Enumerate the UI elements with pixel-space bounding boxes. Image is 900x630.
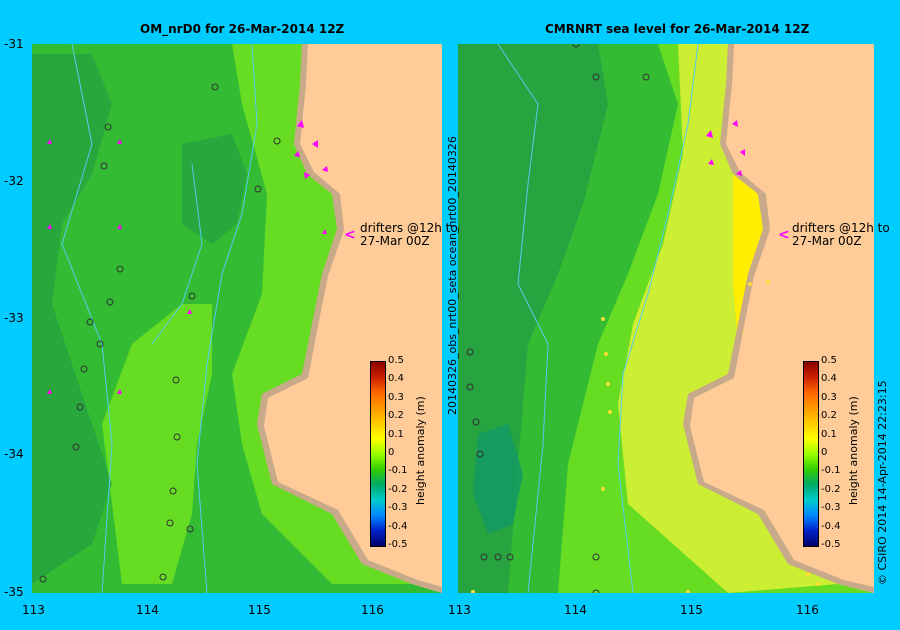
colorbar-tick-label: -0.1 <box>388 465 408 477</box>
x-tick-label: 114 <box>564 603 587 617</box>
colorbar-tick-label: 0.5 <box>388 355 404 366</box>
colorbar-tick-label: -0.3 <box>388 502 408 514</box>
bathymetry-line <box>497 44 549 593</box>
colorbar-tick-label: 0.3 <box>388 391 404 403</box>
colorbar-tick-label: 0.3 <box>821 391 837 403</box>
left-colorbar-title: height anomaly (m) <box>414 396 427 505</box>
right-panel-title: CMRNRT sea level for 26-Mar-2014 12Z <box>545 22 810 36</box>
x-tick-label: 116 <box>796 603 819 617</box>
right-drifters-note: drifters @12h to 27-Mar 00Z <box>792 221 890 248</box>
colorbar-tick-label: -0.3 <box>821 502 841 514</box>
colorbar-tick-label: -0.2 <box>388 483 408 495</box>
drifter-markers <box>47 120 328 394</box>
bathymetry-line <box>617 44 699 593</box>
x-tick-label: 113 <box>448 603 471 617</box>
colorbar-tick-label: -0.4 <box>821 520 841 532</box>
y-tick-label: -34 <box>4 447 24 461</box>
colorbar-tick-label: 0 <box>388 447 395 458</box>
right-colorbar-title: height anomaly (m) <box>847 396 860 505</box>
colorbar-tick-label: -0.4 <box>388 520 408 532</box>
shelf-region <box>232 44 412 584</box>
right-colorbar <box>803 361 819 547</box>
x-tick-label: 116 <box>361 603 384 617</box>
colorbar-tick-label: -0.2 <box>821 483 841 495</box>
y-tick-label: -32 <box>4 174 24 188</box>
colorbar-tick-label: -0.5 <box>821 539 841 550</box>
colorbar-tick-label: 0.4 <box>821 373 837 385</box>
colorbar-tick-label: -0.5 <box>388 539 408 550</box>
y-tick-label: -35 <box>4 585 24 599</box>
copyright-footer: © CSIRO 2014 14-Apr-2014 22:23:15 <box>876 380 889 585</box>
left-map-panel <box>32 44 442 593</box>
right-drifters-arrow: < <box>778 227 790 243</box>
colorbar-tick-label: -0.1 <box>821 465 841 477</box>
bathymetry-line <box>61 44 113 593</box>
y-tick-label: -31 <box>4 37 24 51</box>
x-tick-label: 113 <box>22 603 45 617</box>
float-markers <box>39 83 281 583</box>
dark-eddy <box>473 424 523 534</box>
right-map-panel <box>458 44 874 593</box>
left-colorbar-gradient <box>371 362 385 546</box>
colorbar-tick-label: 0.4 <box>388 373 404 385</box>
y-tick-label: -33 <box>4 311 24 325</box>
dark-offshore <box>32 54 112 584</box>
x-tick-label: 115 <box>248 603 271 617</box>
colorbar-tick-label: 0.5 <box>821 355 837 366</box>
left-colorbar <box>370 361 386 547</box>
colorbar-tick-label: 0.2 <box>388 410 404 422</box>
yellow-core <box>733 164 763 344</box>
colorbar-tick-label: 0.2 <box>821 410 837 422</box>
colorbar-tick-label: 0.1 <box>821 428 837 440</box>
left-panel-title: OM_nrD0 for 26-Mar-2014 12Z <box>140 22 345 36</box>
left-drifters-arrow: < <box>344 227 356 243</box>
light-tongue <box>102 304 212 584</box>
colorbar-tick-label: 0 <box>821 447 828 458</box>
bathymetry-line <box>196 44 258 593</box>
run-id-label: 20140326_obs_nrt00_seta ocean_nrt00_2014… <box>446 136 459 415</box>
right-colorbar-gradient <box>804 362 818 546</box>
bathymetry-line <box>151 163 203 345</box>
x-tick-label: 115 <box>680 603 703 617</box>
float-markers <box>466 44 650 593</box>
colorbar-tick-label: 0.1 <box>388 428 404 440</box>
left-drifters-note: drifters @12h to 27-Mar 00Z <box>360 221 458 248</box>
x-tick-label: 114 <box>136 603 159 617</box>
obs-points <box>471 280 820 593</box>
drifter-markers <box>706 120 745 176</box>
yellow-shelf <box>618 44 838 593</box>
